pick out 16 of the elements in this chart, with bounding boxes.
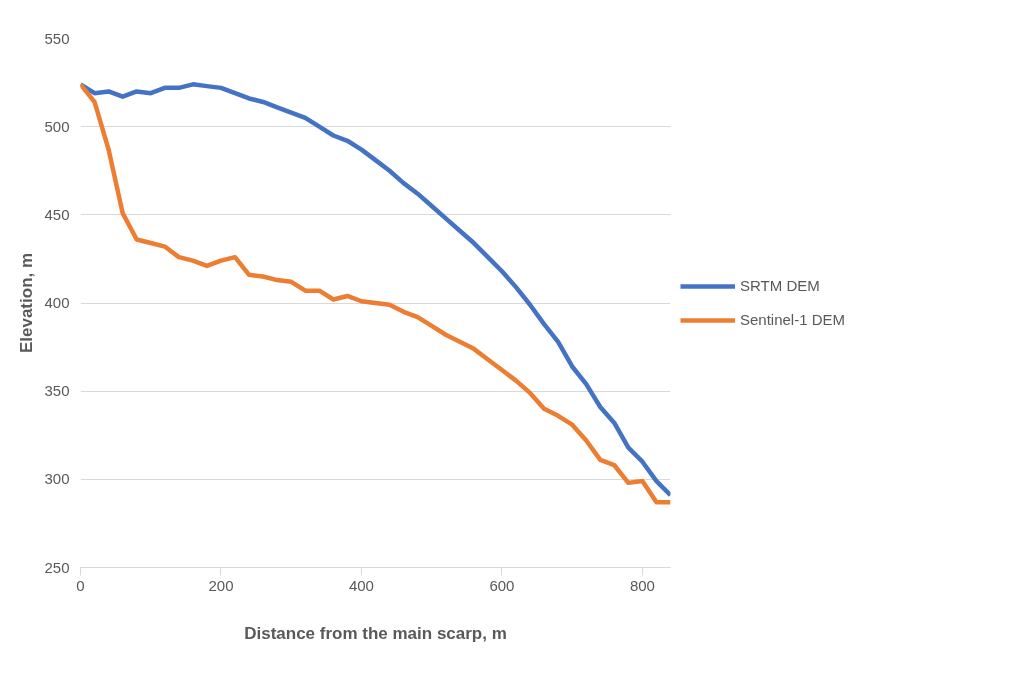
y-tick-label: 300	[44, 470, 70, 488]
x-axis-title: Distance from the main scarp, m	[244, 623, 507, 643]
x-tick-label: 200	[208, 576, 234, 594]
y-tick-label: 500	[44, 117, 70, 135]
x-tick-label: 400	[348, 576, 374, 594]
x-tick-label: 600	[489, 576, 515, 594]
y-tick-label: 400	[44, 294, 70, 311]
legend-label: SRTM DEM	[740, 277, 820, 294]
y-tick-label: 450	[44, 205, 70, 223]
y-tick-label: 250	[44, 558, 70, 576]
y-tick-label: 550	[44, 29, 70, 47]
y-tick-label: 350	[44, 382, 70, 400]
x-tick-label: 0	[76, 576, 85, 594]
y-axis-title: Elevation, m	[17, 252, 37, 354]
x-tick-label: 800	[629, 576, 655, 594]
legend-label: Sentinel-1 DEM	[740, 311, 846, 328]
